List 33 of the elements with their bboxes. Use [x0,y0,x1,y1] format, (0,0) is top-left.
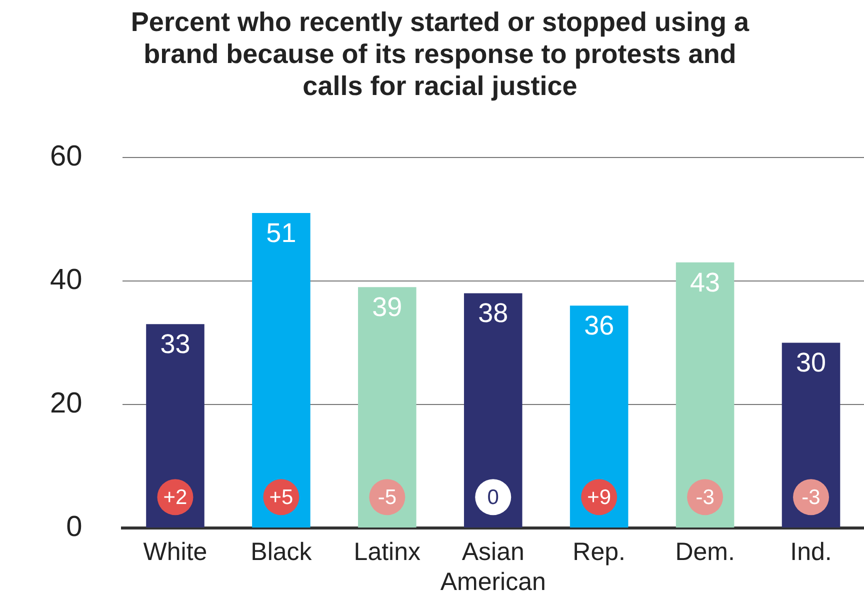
bar [676,262,734,528]
y-tick-label: 40 [50,264,82,296]
annotation: 0 [487,486,499,509]
x-tick-label: Rep. [572,538,626,566]
x-tick-label: Dem. [675,538,735,566]
y-tick-label: 20 [50,387,82,420]
data-label: 51 [266,218,296,248]
bar [358,287,416,528]
y-tick-label: 0 [66,511,82,543]
data-label: 33 [160,329,190,360]
chart-title: Percent who recently started or stopped using a brand because of its response to protests and calls for racial justice [130,6,750,102]
data-label: 30 [796,348,826,378]
annotation: +2 [163,486,188,509]
y-tick-label: 60 [50,140,82,172]
x-tick-label: Black [250,538,312,566]
bar [570,306,628,528]
x-tick-label: White [143,538,208,566]
x-tick-label: Asian American [440,538,546,596]
data-label: 43 [690,267,720,298]
annotation: -3 [696,486,714,509]
bar [252,212,310,528]
data-label: 39 [372,292,402,322]
annotation: +9 [587,486,612,509]
bar [146,324,204,528]
data-label: 38 [478,298,508,328]
data-label: 36 [584,310,614,341]
bar [782,342,840,528]
annotation: +5 [269,486,294,509]
x-tick-label: Latinx [354,538,422,566]
annotation: -3 [802,486,820,509]
x-tick-label: Ind. [790,538,832,566]
bar [464,293,522,528]
annotation: -5 [378,486,397,509]
